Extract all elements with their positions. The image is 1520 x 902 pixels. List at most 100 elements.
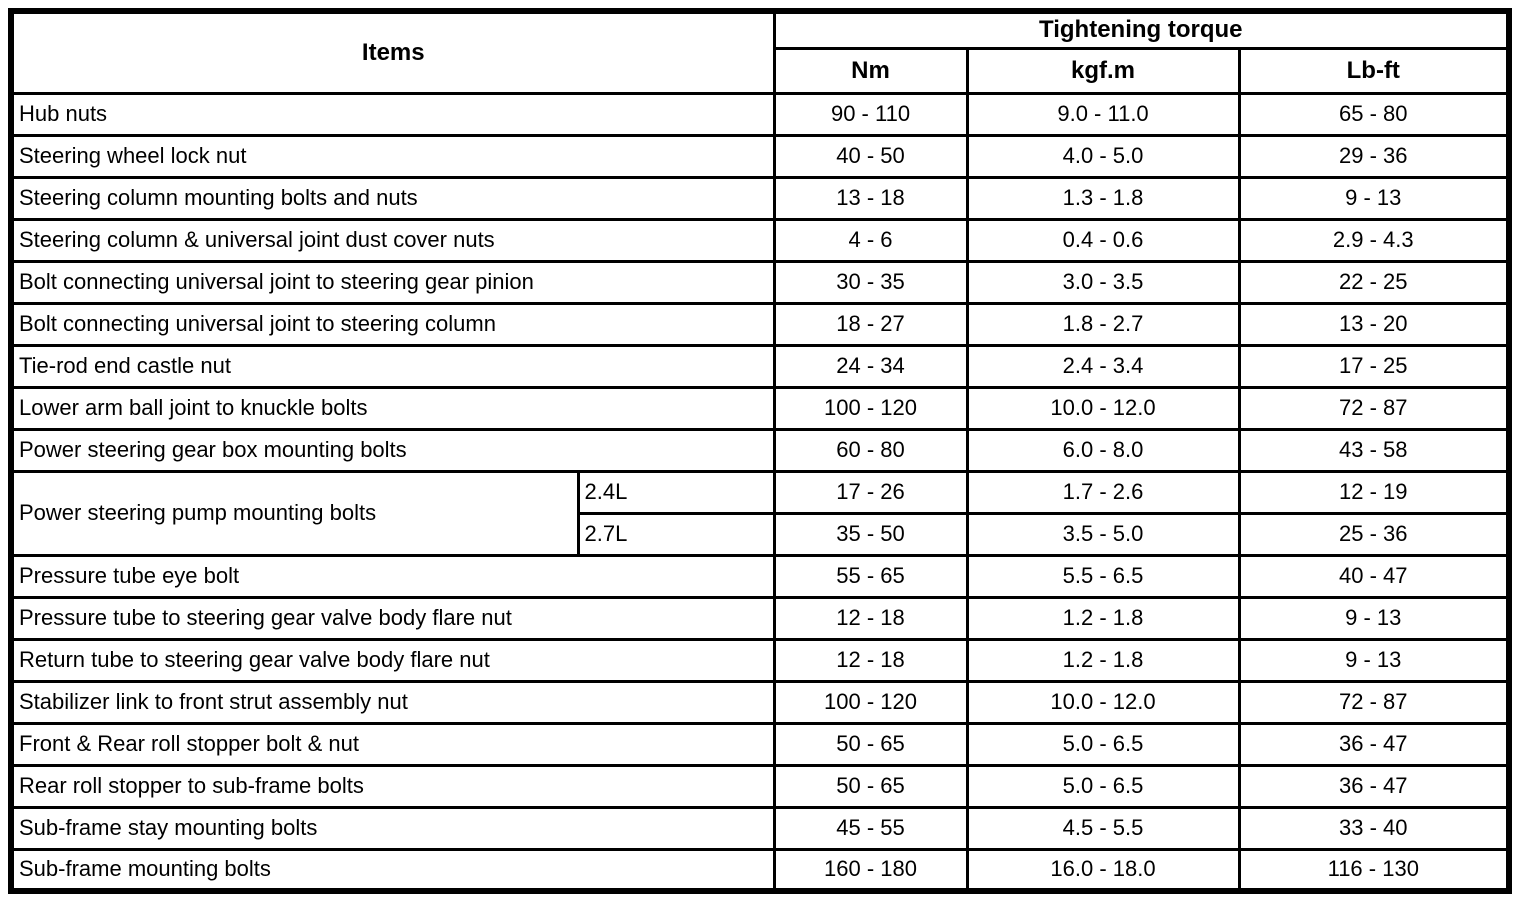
engine-variant-cell: 2.7L [576, 511, 776, 557]
tightening-torque-table: Items Tightening torque Nm kgf.m Lb-ft H… [8, 8, 1513, 894]
lbft-value: 72 - 87 [1237, 385, 1511, 431]
nm-value: 30 - 35 [772, 259, 969, 305]
engine-variant-cell: 2.4L [576, 469, 776, 515]
lbft-value: 9 - 13 [1237, 637, 1511, 683]
table-row: Sub-frame stay mounting bolts 45 - 55 4.… [9, 805, 1511, 851]
lbft-value: 12 - 19 [1237, 469, 1511, 515]
table-row: Power steering pump mounting bolts 2.4L … [9, 469, 1511, 557]
lbft-value: 43 - 58 [1237, 427, 1511, 473]
table-row: Pressure tube eye bolt 55 - 65 5.5 - 6.5… [9, 553, 1511, 599]
lbft-value: 25 - 36 [1237, 511, 1511, 557]
nm-value: 18 - 27 [772, 301, 969, 347]
item-cell: Steering column & universal joint dust c… [9, 217, 776, 263]
kgfm-value: 1.8 - 2.7 [965, 301, 1241, 347]
kgfm-value: 5.0 - 6.5 [965, 721, 1241, 767]
unit-header-lbft: Lb-ft [1237, 46, 1511, 95]
table-row: Pressure tube to steering gear valve bod… [9, 595, 1511, 641]
table-row: Power steering gear box mounting bolts 6… [9, 427, 1511, 473]
kgfm-value: 2.4 - 3.4 [965, 343, 1241, 389]
nm-value: 45 - 55 [772, 805, 969, 851]
lbft-value: 17 - 25 [1237, 343, 1511, 389]
lbft-value: 2.9 - 4.3 [1237, 217, 1511, 263]
table-row: Tie-rod end castle nut 24 - 34 2.4 - 3.4… [9, 343, 1511, 389]
nm-value: 50 - 65 [772, 721, 969, 767]
table-row: Sub-frame mounting bolts 160 - 180 16.0 … [9, 847, 1511, 893]
unit-header-kgfm: kgf.m [965, 46, 1241, 95]
kgfm-value: 9.0 - 11.0 [965, 91, 1241, 137]
item-cell: Sub-frame mounting bolts [9, 847, 776, 893]
item-cell: Steering column mounting bolts and nuts [9, 175, 776, 221]
kgfm-value: 1.2 - 1.8 [965, 637, 1241, 683]
table-row: Lower arm ball joint to knuckle bolts 10… [9, 385, 1511, 431]
nm-value: 17 - 26 [772, 469, 969, 515]
table-row: Rear roll stopper to sub-frame bolts 50 … [9, 763, 1511, 809]
table-row: Bolt connecting universal joint to steer… [9, 259, 1511, 305]
lbft-value: 13 - 20 [1237, 301, 1511, 347]
kgfm-value: 3.0 - 3.5 [965, 259, 1241, 305]
kgfm-value: 3.5 - 5.0 [965, 511, 1241, 557]
item-cell: Hub nuts [9, 91, 776, 137]
lbft-value: 116 - 130 [1237, 847, 1511, 893]
table-row: Return tube to steering gear valve body … [9, 637, 1511, 683]
item-cell: Power steering pump mounting bolts [9, 469, 580, 557]
kgfm-value: 5.0 - 6.5 [965, 763, 1241, 809]
nm-value: 90 - 110 [772, 91, 969, 137]
item-cell: Pressure tube to steering gear valve bod… [9, 595, 776, 641]
item-cell: Steering wheel lock nut [9, 133, 776, 179]
kgfm-value: 6.0 - 8.0 [965, 427, 1241, 473]
item-cell: Bolt connecting universal joint to steer… [9, 259, 776, 305]
lbft-value: 9 - 13 [1237, 175, 1511, 221]
lbft-value: 72 - 87 [1237, 679, 1511, 725]
table-row: Stabilizer link to front strut assembly … [9, 679, 1511, 725]
nm-value: 12 - 18 [772, 637, 969, 683]
lbft-value: 9 - 13 [1237, 595, 1511, 641]
nm-value: 100 - 120 [772, 679, 969, 725]
nm-value: 24 - 34 [772, 343, 969, 389]
kgfm-value: 0.4 - 0.6 [965, 217, 1241, 263]
kgfm-value: 10.0 - 12.0 [965, 385, 1241, 431]
item-cell: Power steering gear box mounting bolts [9, 427, 776, 473]
item-cell: Rear roll stopper to sub-frame bolts [9, 763, 776, 809]
kgfm-value: 10.0 - 12.0 [965, 679, 1241, 725]
item-cell: Stabilizer link to front strut assembly … [9, 679, 776, 725]
kgfm-value: 1.2 - 1.8 [965, 595, 1241, 641]
item-cell: Pressure tube eye bolt [9, 553, 776, 599]
nm-value: 55 - 65 [772, 553, 969, 599]
kgfm-value: 1.7 - 2.6 [965, 469, 1241, 515]
item-cell: Lower arm ball joint to knuckle bolts [9, 385, 776, 431]
table-row: Steering column mounting bolts and nuts … [9, 175, 1511, 221]
item-cell: Front & Rear roll stopper bolt & nut [9, 721, 776, 767]
header-row-2: Nm kgf.m Lb-ft [11, 46, 1511, 95]
table-row: Steering wheel lock nut 40 - 50 4.0 - 5.… [9, 133, 1511, 179]
header-row-1: Items Tightening torque [9, 9, 1511, 95]
lbft-value: 22 - 25 [1237, 259, 1511, 305]
lbft-value: 65 - 80 [1237, 91, 1511, 137]
table-row: Front & Rear roll stopper bolt & nut 50 … [9, 721, 1511, 767]
kgfm-value: 16.0 - 18.0 [965, 847, 1241, 893]
table-row: 2.7L 35 - 50 3.5 - 5.0 25 - 36 [11, 511, 1511, 557]
nm-value: 100 - 120 [772, 385, 969, 431]
nm-value: 4 - 6 [772, 217, 969, 263]
nm-value: 13 - 18 [772, 175, 969, 221]
lbft-value: 33 - 40 [1237, 805, 1511, 851]
nm-value: 50 - 65 [772, 763, 969, 809]
item-cell: Return tube to steering gear valve body … [9, 637, 776, 683]
nm-value: 35 - 50 [772, 511, 969, 557]
lbft-value: 40 - 47 [1237, 553, 1511, 599]
lbft-value: 36 - 47 [1237, 763, 1511, 809]
items-column-header: Items [9, 9, 776, 95]
kgfm-value: 4.5 - 5.5 [965, 805, 1241, 851]
lbft-value: 29 - 36 [1237, 133, 1511, 179]
kgfm-value: 5.5 - 6.5 [965, 553, 1241, 599]
lbft-value: 36 - 47 [1237, 721, 1511, 767]
item-cell: Tie-rod end castle nut [9, 343, 776, 389]
table-row: Hub nuts 90 - 110 9.0 - 11.0 65 - 80 [9, 91, 1511, 137]
nm-value: 60 - 80 [772, 427, 969, 473]
unit-header-nm: Nm [772, 46, 969, 95]
nm-value: 12 - 18 [772, 595, 969, 641]
kgfm-value: 4.0 - 5.0 [965, 133, 1241, 179]
nm-value: 160 - 180 [772, 847, 969, 893]
item-cell: Sub-frame stay mounting bolts [9, 805, 776, 851]
table-row: Steering column & universal joint dust c… [9, 217, 1511, 263]
